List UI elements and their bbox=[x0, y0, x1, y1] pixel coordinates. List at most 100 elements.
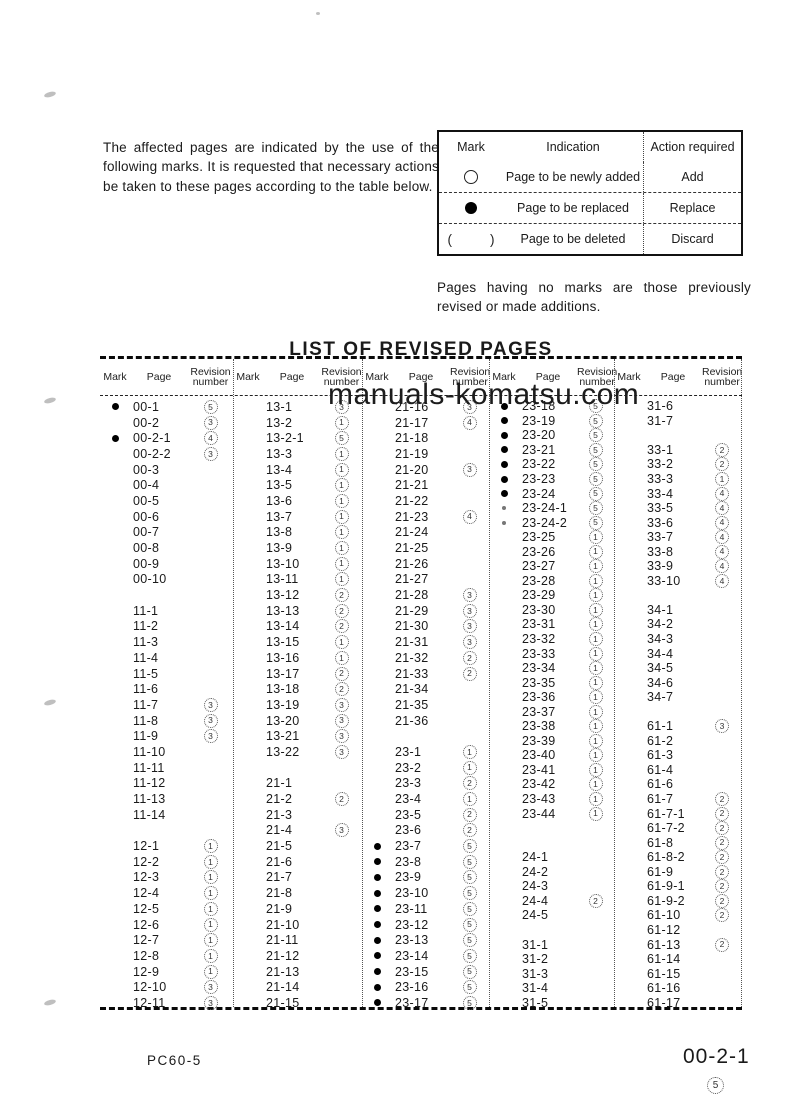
revision-badge: 1 bbox=[588, 602, 603, 617]
parentheses-icon: () bbox=[447, 231, 495, 247]
revision-badge: 3 bbox=[203, 446, 218, 461]
revision-badge: 1 bbox=[462, 792, 477, 807]
page-header: Page bbox=[535, 370, 561, 383]
revision-header: Revision number bbox=[190, 365, 231, 388]
replace-mark-icon bbox=[373, 968, 381, 976]
replace-mark-icon bbox=[500, 460, 508, 468]
revision-badge: 1 bbox=[588, 792, 603, 807]
page-cell: 12-9 bbox=[133, 964, 160, 979]
revision-badge: 4 bbox=[715, 559, 729, 574]
page-cell: 31-1 bbox=[522, 937, 549, 952]
page-cell: 61-15 bbox=[647, 966, 681, 981]
table-row: 23-32 1 bbox=[489, 632, 614, 647]
column-group-header: Mark Page Revision number bbox=[362, 359, 490, 395]
table-row: 23-14 5 bbox=[362, 948, 489, 964]
table-row: 13-20 3 bbox=[233, 713, 362, 729]
table-row: 23-6 2 bbox=[362, 823, 489, 839]
revision-badge: 1 bbox=[588, 675, 603, 690]
table-row: 21-16 3 bbox=[362, 399, 489, 415]
replace-mark-icon bbox=[373, 889, 381, 897]
page-cell: 61-7-1 bbox=[647, 806, 685, 821]
page-cell: 61-13 bbox=[647, 937, 681, 952]
page-cell: 61-8-2 bbox=[647, 850, 685, 865]
column-divider bbox=[489, 359, 490, 1007]
page-cell: 23-11 bbox=[395, 901, 428, 916]
table-row: 33-3 1 bbox=[614, 472, 742, 487]
table-column: 31-6 31-7 33-1 2 33-2 2 33-3 1 33-4 4 33-5 4 33-6 4 33… bbox=[614, 396, 742, 1011]
table-row: 00-10 bbox=[100, 572, 233, 588]
page-cell: 13-18 bbox=[266, 682, 300, 697]
page-cell: 23-32 bbox=[522, 632, 556, 647]
page-cell: 21-14 bbox=[266, 980, 300, 995]
table-row: 13-14 2 bbox=[233, 619, 362, 635]
page-cell: 23-30 bbox=[522, 602, 556, 617]
page-cell: 23-38 bbox=[522, 719, 556, 734]
revision-badge: 2 bbox=[715, 864, 729, 879]
page-cell: 11-3 bbox=[133, 635, 159, 650]
page-cell: 21-2 bbox=[266, 792, 293, 807]
page-cell: 11-1 bbox=[133, 603, 159, 618]
table-row: 23-35 1 bbox=[489, 675, 614, 690]
table-row: 23-38 1 bbox=[489, 719, 614, 734]
table-row: 21-27 bbox=[362, 572, 489, 588]
revision-badge: 5 bbox=[462, 995, 477, 1010]
table-row: 21-15 bbox=[233, 995, 362, 1011]
page-cell: 12-2 bbox=[133, 854, 160, 869]
table-row: 23-24 5 bbox=[489, 486, 614, 501]
revised-table-header: Mark Page Revision number Mark Page Revision … bbox=[100, 359, 742, 396]
page-cell: 61-10 bbox=[647, 908, 681, 923]
table-row: 23-28 1 bbox=[489, 573, 614, 589]
table-row bbox=[489, 835, 614, 850]
table-row: 11-8 3 bbox=[100, 713, 233, 729]
revision-badge: 1 bbox=[334, 462, 349, 477]
table-row: 21-20 3 bbox=[362, 462, 489, 478]
table-row: 21-7 bbox=[233, 870, 362, 886]
page-cell: 23-28 bbox=[522, 573, 556, 588]
page-cell: 33-8 bbox=[647, 544, 674, 559]
table-row: 61-7-2 2 bbox=[614, 821, 742, 836]
table-row: 31-6 bbox=[614, 399, 742, 414]
page-header: Page bbox=[146, 370, 172, 383]
table-row: 23-17 5 bbox=[362, 995, 489, 1011]
table-row: 34-2 bbox=[614, 617, 742, 632]
revision-badge: 2 bbox=[462, 776, 477, 791]
page-cell: 00-6 bbox=[133, 509, 160, 524]
page-cell: 12-8 bbox=[133, 948, 160, 963]
page-cell: 33-10 bbox=[647, 573, 681, 588]
open-circle-icon bbox=[464, 170, 478, 184]
legend-action: Discard bbox=[643, 224, 741, 254]
table-row: 21-13 bbox=[233, 964, 362, 980]
table-row: 23-24-1 5 bbox=[489, 501, 614, 516]
table-row: 13-4 1 bbox=[233, 462, 362, 478]
table-row: 21-9 bbox=[233, 901, 362, 917]
page-cell: 23-43 bbox=[522, 792, 556, 807]
table-row: 23-4 1 bbox=[362, 791, 489, 807]
table-row: 61-7-1 2 bbox=[614, 806, 742, 821]
table-row: 23-37 1 bbox=[489, 704, 614, 719]
page-cell: 21-7 bbox=[266, 870, 293, 885]
table-row: 13-17 2 bbox=[233, 666, 362, 682]
revision-badge: 1 bbox=[588, 690, 603, 705]
table-row bbox=[100, 823, 233, 839]
page-cell: 13-15 bbox=[266, 635, 300, 650]
table-column: 13-1 3 13-2 1 13-2-1 5 13-3 1 13-4 1 13-5 1 13-6 1 13-… bbox=[233, 396, 362, 1011]
page-cell: 11-9 bbox=[133, 729, 159, 744]
table-row: 12-4 1 bbox=[100, 885, 233, 901]
table-row: 11-7 3 bbox=[100, 697, 233, 713]
page-cell: 61-8 bbox=[647, 835, 674, 850]
revision-badge: 1 bbox=[588, 661, 603, 676]
revision-badge: 3 bbox=[462, 619, 477, 634]
revision-badge: 4 bbox=[715, 544, 729, 559]
page-cell: 23-27 bbox=[522, 559, 556, 574]
revision-badge: 1 bbox=[203, 886, 218, 901]
legend-header-action: Action required bbox=[643, 132, 741, 162]
page-cell: 21-36 bbox=[395, 713, 429, 728]
table-row: 11-4 bbox=[100, 650, 233, 666]
revision-badge: 1 bbox=[334, 446, 349, 461]
table-row: 21-10 bbox=[233, 917, 362, 933]
replace-mark-icon bbox=[111, 403, 119, 411]
page-cell: 23-39 bbox=[522, 733, 556, 748]
revision-badge: 4 bbox=[462, 509, 477, 524]
marks-legend-table: Mark Indication Action required Page to … bbox=[437, 130, 743, 256]
page-cell: 34-5 bbox=[647, 661, 674, 676]
